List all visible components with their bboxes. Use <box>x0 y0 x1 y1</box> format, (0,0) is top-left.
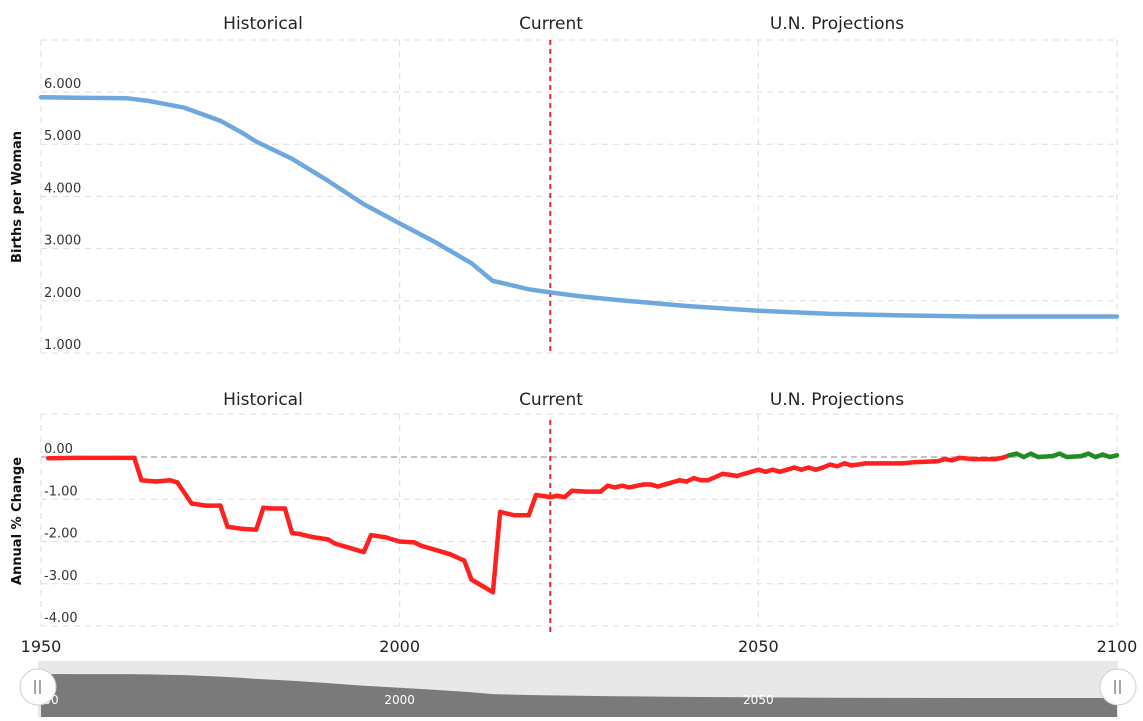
top-grid <box>41 40 1117 353</box>
annual-change-segment <box>220 506 227 527</box>
annual-change-segment <box>464 561 471 580</box>
annual-change-segment <box>177 482 191 503</box>
navigator-tick: 2050 <box>743 693 774 707</box>
bottom-y-tick: -2.00 <box>44 527 78 542</box>
top-label-projections: U.N. Projections <box>770 14 904 34</box>
x-axis-ticks: 1950 2000 2050 2100 <box>21 637 1138 656</box>
top-y-tick: 6.000 <box>44 77 81 92</box>
fertility-rate-line <box>41 97 1117 316</box>
annual-change-segment <box>364 535 371 552</box>
annual-change-segment <box>450 554 464 560</box>
annual-change-segment <box>493 512 500 592</box>
top-y-axis-label: Births per Woman <box>10 131 25 263</box>
x-tick-label: 2000 <box>379 637 420 656</box>
x-tick-label: 1950 <box>21 637 62 656</box>
bottom-label-historical: Historical <box>223 390 303 410</box>
navigator-left-handle[interactable] <box>20 669 56 705</box>
annual-change-segment <box>708 474 722 480</box>
annual-change-segment <box>916 461 938 462</box>
annual-change-segment <box>529 495 536 515</box>
bottom-y-tick: -4.00 <box>44 611 78 626</box>
x-tick-label: 2050 <box>738 637 779 656</box>
bottom-y-tick: -3.00 <box>44 569 78 584</box>
annual-change-segment <box>285 509 292 534</box>
bottom-y-axis-label: Annual % Change <box>10 457 25 585</box>
annual-change-segment <box>256 508 263 530</box>
bottom-label-current: Current <box>519 390 583 410</box>
annual-change-segment <box>479 584 493 592</box>
annual-change-line <box>48 454 1117 593</box>
annual-change-points <box>48 454 1117 593</box>
bottom-label-projections: U.N. Projections <box>770 390 904 410</box>
annual-change-segment <box>1110 455 1117 457</box>
top-label-historical: Historical <box>223 14 303 34</box>
top-y-tick: 4.000 <box>44 181 81 196</box>
bottom-y-tick: -1.00 <box>44 484 78 499</box>
top-y-tick: 5.000 <box>44 129 81 144</box>
top-label-current: Current <box>519 14 583 34</box>
top-y-tick: 1.000 <box>44 338 81 353</box>
navigator-tick: 2000 <box>384 693 415 707</box>
fertility-rate-points <box>41 97 1117 316</box>
bottom-grid <box>41 414 1117 626</box>
bottom-y-ticks: 0.00 -1.00 -2.00 -3.00 -4.00 <box>44 442 78 626</box>
top-y-ticks: 6.000 5.000 4.000 3.000 2.000 1.000 <box>44 77 81 353</box>
top-y-tick: 3.000 <box>44 234 81 249</box>
x-tick-label: 2100 <box>1097 637 1138 656</box>
navigator-right-handle[interactable] <box>1100 669 1136 705</box>
annual-change-segment <box>134 458 141 480</box>
bottom-y-tick: 0.00 <box>44 442 73 457</box>
top-y-tick: 2.000 <box>44 286 81 301</box>
